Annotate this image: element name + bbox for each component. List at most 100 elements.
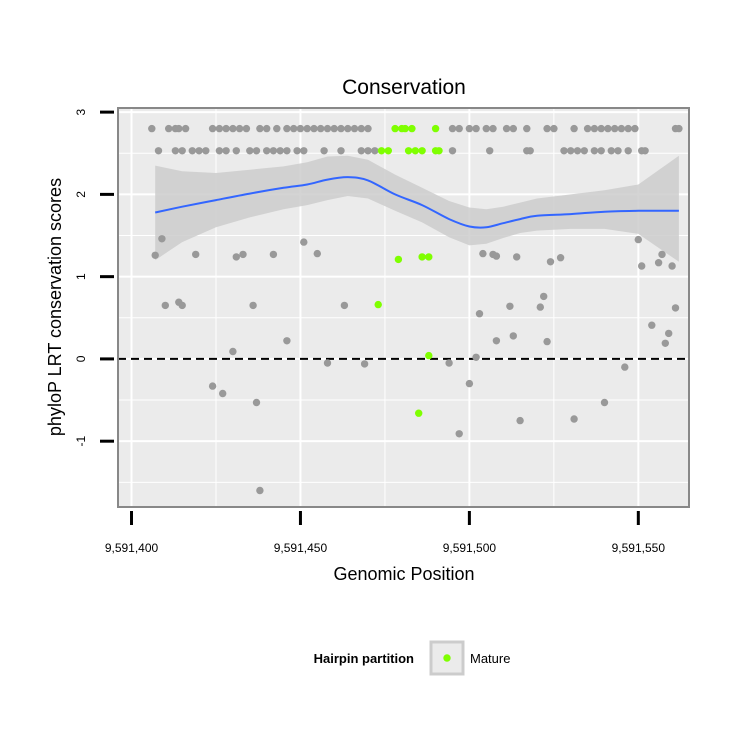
points-layer — [148, 124, 683, 495]
point-other — [256, 124, 264, 133]
point-other — [337, 124, 345, 133]
point-mature — [425, 351, 433, 360]
point-other — [290, 124, 298, 133]
smooth-line — [154, 176, 679, 229]
point-other — [303, 124, 311, 133]
point-other — [239, 250, 247, 259]
point-other — [445, 359, 453, 367]
smooth-line-layer — [154, 176, 679, 229]
point-other — [536, 303, 544, 311]
point-other — [229, 124, 237, 133]
point-other — [580, 147, 588, 155]
point-other — [543, 124, 551, 133]
point-other — [300, 147, 308, 155]
point-mature — [408, 124, 416, 133]
point-other — [269, 147, 278, 155]
point-other — [161, 301, 169, 310]
point-other — [300, 238, 308, 246]
point-other — [509, 124, 517, 133]
point-other — [506, 302, 514, 310]
point-other — [181, 124, 190, 133]
point-other — [154, 147, 163, 155]
point-other — [523, 124, 531, 133]
point-mature — [425, 253, 433, 261]
point-other — [516, 416, 524, 425]
point-other — [472, 124, 480, 133]
point-other — [283, 147, 291, 155]
point-other — [560, 147, 568, 155]
point-other — [482, 124, 490, 133]
point-other — [246, 147, 254, 155]
legend-title: Hairpin partition — [314, 651, 414, 666]
point-other — [273, 124, 281, 133]
point-other — [208, 124, 217, 133]
point-other — [371, 147, 379, 155]
point-other — [546, 258, 555, 266]
point-other — [178, 147, 186, 155]
point-other — [202, 147, 210, 155]
point-other — [310, 124, 318, 133]
point-other — [638, 262, 646, 270]
point-other — [472, 353, 480, 361]
point-mature — [435, 147, 443, 155]
plot-panel — [118, 108, 689, 507]
x-axis-title: Genomic Position — [333, 564, 474, 584]
point-other — [486, 147, 494, 155]
point-other — [360, 360, 369, 368]
y-axis: -1 0 1 2 3 — [74, 108, 114, 447]
point-other — [465, 379, 474, 388]
point-other — [357, 147, 365, 155]
y-tick-label: 0 — [74, 355, 88, 362]
point-other — [654, 259, 663, 267]
y-tick-label: 2 — [74, 191, 88, 198]
point-other — [249, 301, 257, 310]
point-mature — [377, 147, 386, 155]
point-mature — [391, 124, 399, 133]
point-other — [178, 301, 186, 310]
confidence-band — [155, 155, 679, 262]
point-other — [235, 124, 244, 133]
point-other — [590, 124, 599, 133]
point-other — [232, 253, 240, 261]
point-other — [455, 124, 463, 133]
point-other — [570, 415, 578, 423]
point-other — [317, 124, 325, 133]
point-other — [215, 124, 224, 133]
x-tick-label: 9,591,550 — [612, 541, 666, 555]
point-mature — [374, 300, 382, 309]
y-tick-label: 3 — [74, 108, 88, 115]
point-other — [617, 124, 626, 133]
y-axis-title: phyloP LRT conservation scores — [45, 178, 65, 436]
point-other — [570, 124, 578, 133]
point-other — [252, 147, 261, 155]
point-other — [364, 124, 372, 133]
legend: Hairpin partition Mature — [314, 640, 510, 676]
point-other — [242, 124, 251, 133]
point-other — [195, 147, 203, 155]
point-other — [252, 398, 261, 407]
point-other — [648, 321, 656, 329]
point-mature — [431, 124, 440, 133]
point-other — [668, 262, 676, 270]
point-other — [158, 235, 166, 243]
point-other — [192, 250, 200, 259]
legend-mature-marker — [443, 654, 451, 662]
point-other — [624, 147, 632, 155]
point-other — [614, 147, 622, 155]
point-other — [567, 147, 575, 155]
point-other — [296, 124, 305, 133]
point-other — [492, 337, 501, 345]
point-other — [232, 147, 240, 155]
point-other — [597, 124, 605, 133]
chart-title: Conservation — [342, 76, 466, 99]
point-other — [269, 250, 278, 259]
point-other — [313, 249, 321, 258]
point-other — [540, 292, 548, 301]
point-other — [165, 124, 173, 133]
confidence-band-layer — [155, 155, 679, 262]
point-other — [222, 124, 230, 133]
point-other — [526, 147, 534, 155]
point-other — [583, 124, 592, 133]
point-other — [641, 147, 649, 155]
